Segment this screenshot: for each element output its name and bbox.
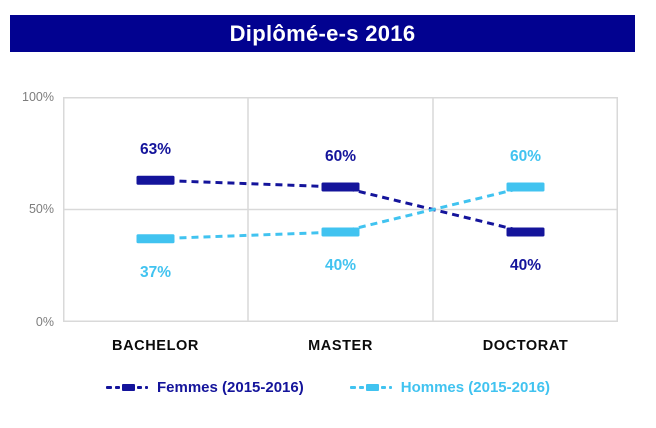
- data-point-marker-hommes: [506, 182, 545, 192]
- y-axis-tick-100: 100%: [22, 90, 54, 104]
- y-axis-tick-0: 0%: [35, 315, 54, 329]
- y-axis-tick-50: 50%: [28, 202, 54, 216]
- x-axis: BACHELOR MASTER DOCTORAT: [63, 338, 618, 354]
- x-axis-label-doctorat: DOCTORAT: [482, 338, 569, 354]
- value-label-femmes: 63%: [139, 141, 172, 159]
- value-label-hommes: 37%: [139, 263, 172, 281]
- page-title: Diplômé-e-s 2016: [229, 20, 416, 46]
- plot-area: [63, 97, 618, 322]
- title-banner: Diplômé-e-s 2016: [10, 15, 635, 52]
- value-label-femmes: 40%: [509, 257, 542, 274]
- data-point-marker-femmes: [136, 175, 175, 185]
- value-label-femmes: 60%: [324, 148, 357, 165]
- legend-item-femmes: Femmes (2015-2016): [105, 378, 304, 396]
- x-axis-label-bachelor: BACHELOR: [112, 338, 199, 354]
- hommes-dashed-line-icon: [349, 383, 392, 391]
- legend: Femmes (2015-2016) Hommes (2015-2016): [0, 377, 656, 397]
- legend-label-hommes: Hommes (2015-2016): [400, 378, 550, 396]
- legend-item-hommes: Hommes (2015-2016): [349, 378, 550, 396]
- x-axis-label-master: MASTER: [308, 338, 373, 354]
- data-point-marker-femmes: [321, 182, 360, 192]
- value-label-hommes: 40%: [324, 257, 357, 274]
- data-point-marker-femmes: [506, 227, 545, 237]
- legend-label-femmes: Femmes (2015-2016): [156, 378, 304, 396]
- femmes-dashed-line-icon: [105, 383, 148, 391]
- data-point-marker-hommes: [321, 227, 360, 237]
- data-point-marker-hommes: [136, 234, 175, 244]
- value-label-hommes: 60%: [509, 148, 542, 165]
- chart-canvas: [63, 97, 618, 322]
